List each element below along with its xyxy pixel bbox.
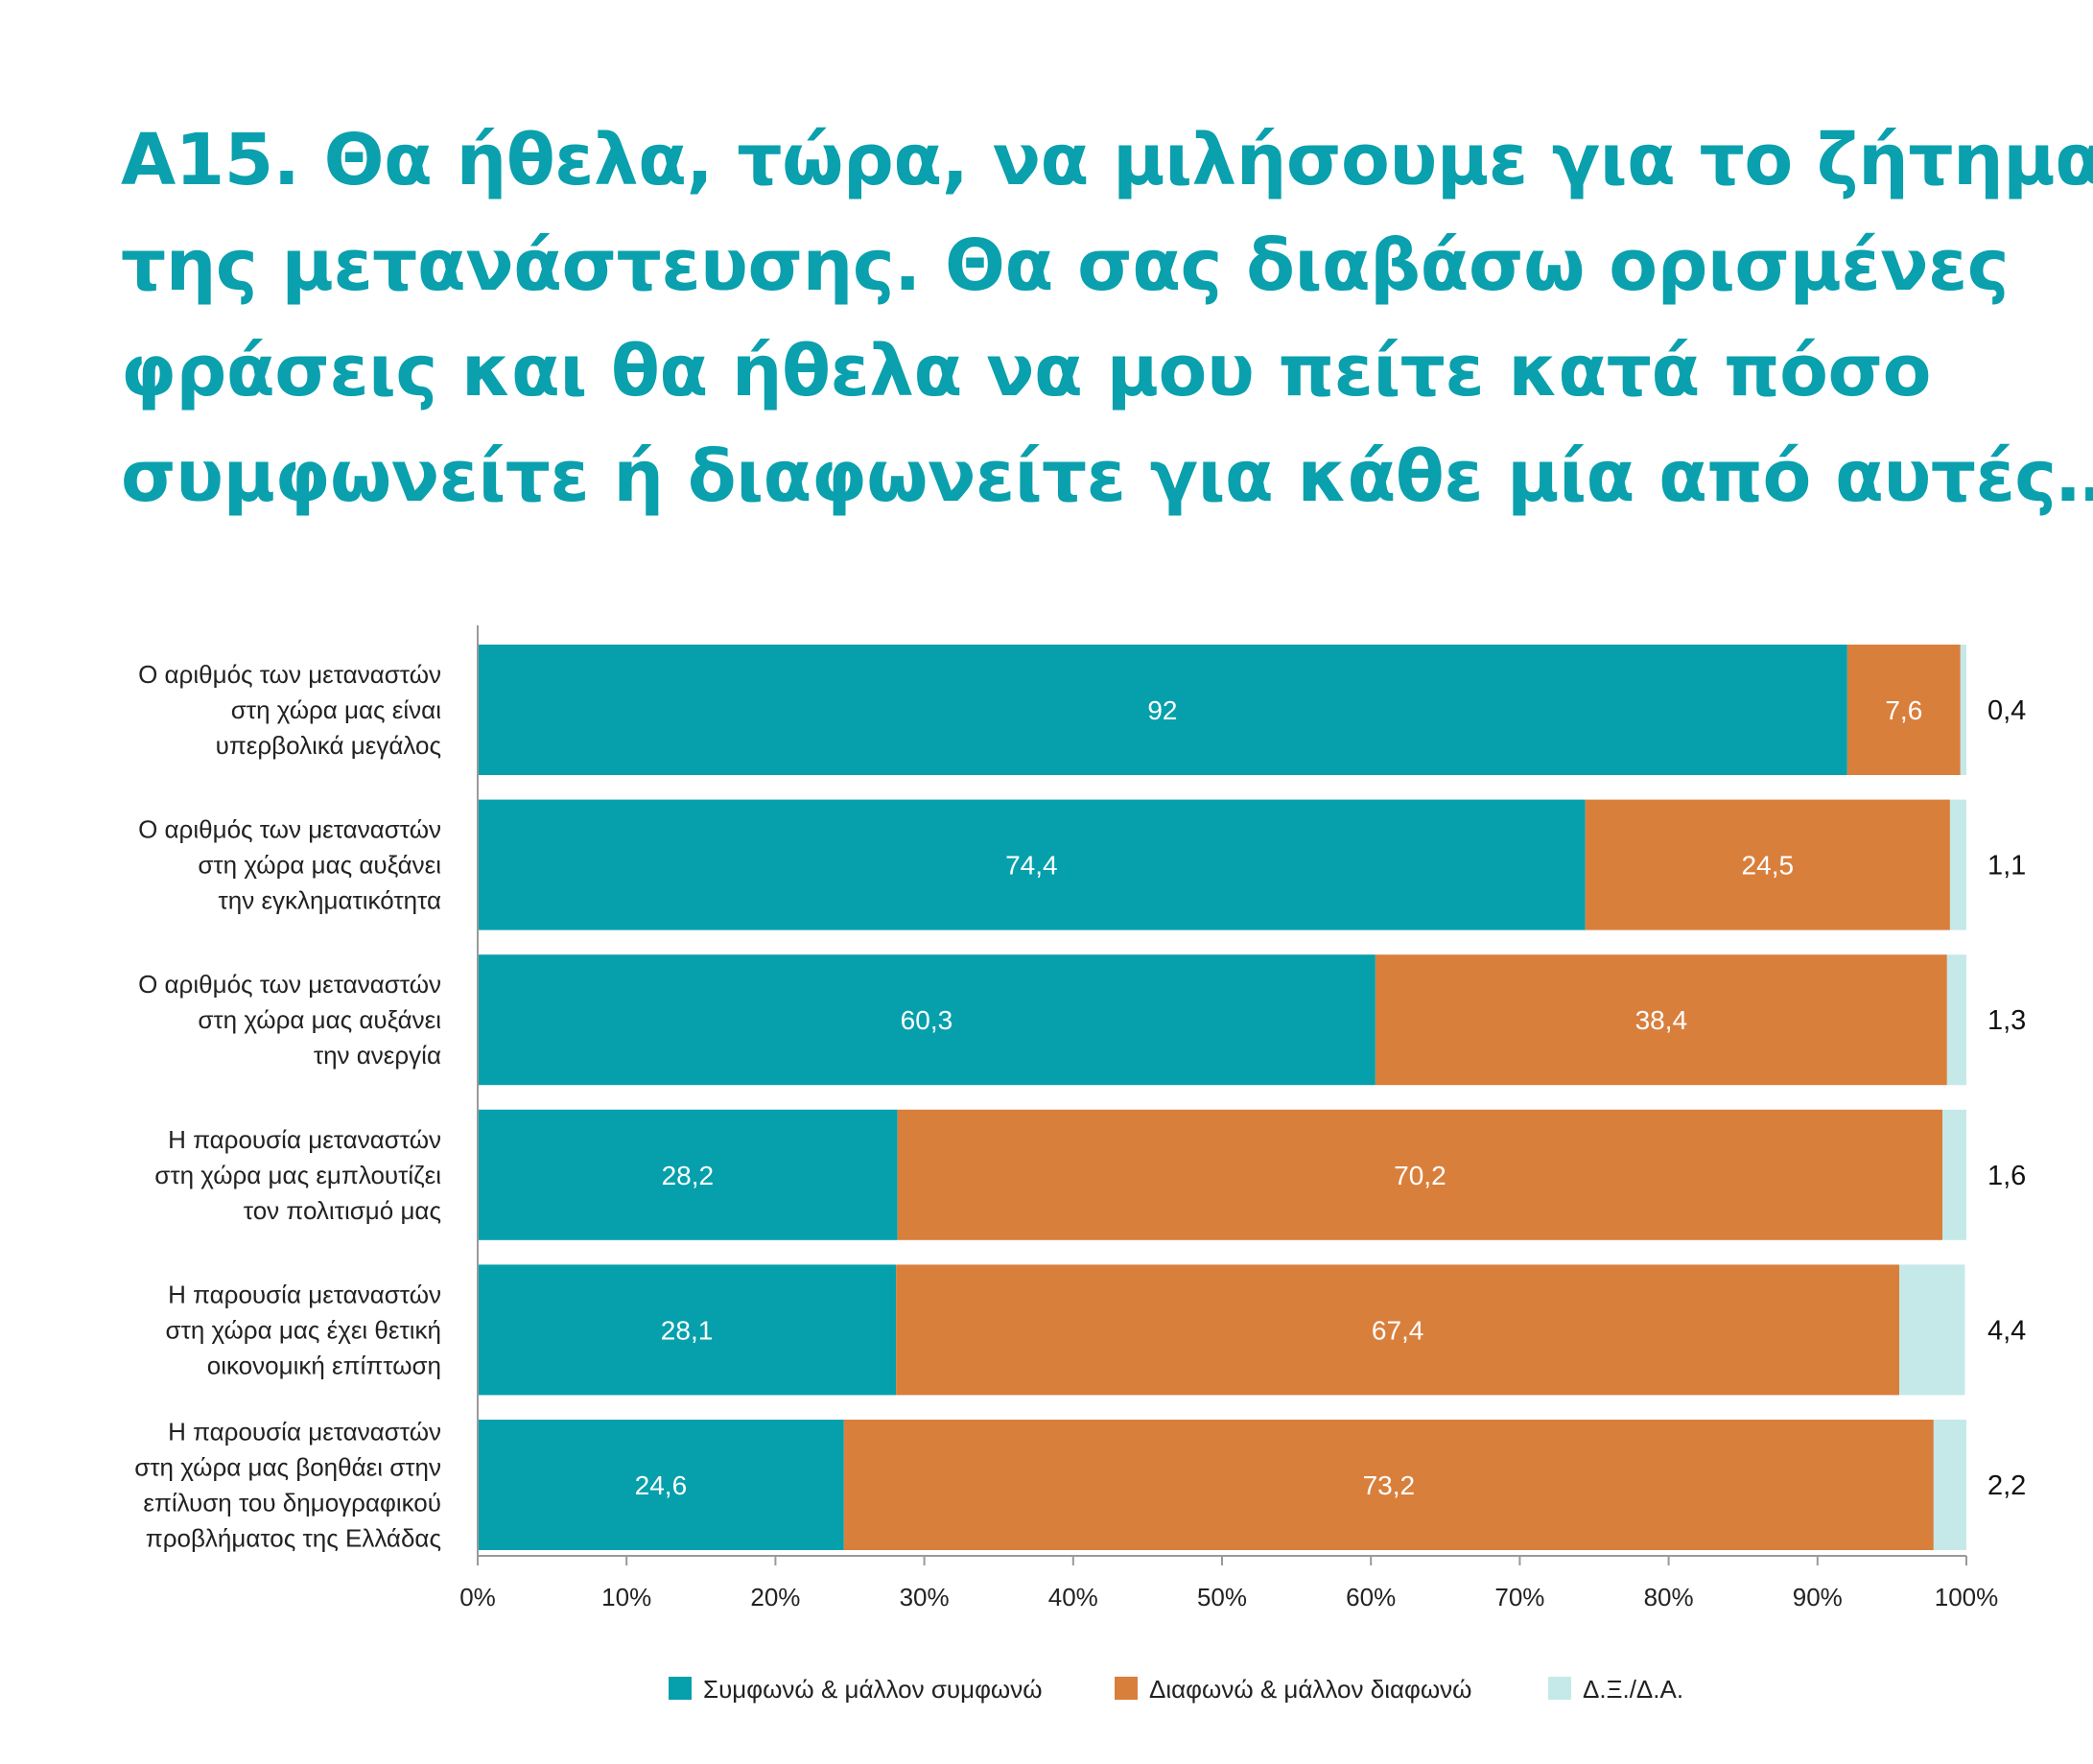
- legend-label: Συμφωνώ & μάλλον συμφωνώ: [703, 1675, 1043, 1704]
- x-tick-label: 50%: [1197, 1583, 1247, 1611]
- x-tick-label: 20%: [750, 1583, 800, 1611]
- category-label: Ο αριθμός των μεταναστών: [138, 815, 441, 844]
- data-label: 1,6: [1987, 1161, 2026, 1191]
- bar-segment: [478, 1109, 898, 1240]
- bar-segment: [1585, 799, 1950, 930]
- data-label: 74,4: [1005, 851, 1058, 881]
- category-label: υπερβολικά μεγάλος: [216, 731, 441, 760]
- category-label: την ανεργία: [314, 1041, 441, 1070]
- data-label: 0,4: [1987, 695, 2026, 726]
- category-labels: Ο αριθμός των μεταναστών στη χώρα μας είν…: [134, 660, 441, 1553]
- category-label: Η παρουσία μεταναστών: [168, 1125, 441, 1154]
- data-label: 28,2: [662, 1161, 715, 1190]
- category-label: στη χώρα μας εμπλουτίζει: [154, 1161, 441, 1189]
- bar-segment: [843, 1420, 1934, 1550]
- bar-segment: [478, 799, 1586, 930]
- data-label: 24,5: [1742, 851, 1795, 881]
- data-label: 38,4: [1635, 1005, 1688, 1035]
- bar-segment: [1942, 1109, 1966, 1240]
- x-tick-label: 0%: [459, 1583, 496, 1611]
- x-tick-label: 90%: [1793, 1583, 1843, 1611]
- bar-segment: [478, 1264, 897, 1396]
- chart-title: Α15. Θα ήθελα, τώρα, να μιλήσουμε για το…: [121, 107, 2093, 529]
- title-line: Α15. Θα ήθελα, τώρα, να μιλήσουμε για το…: [121, 119, 2093, 201]
- x-tick-label: 70%: [1494, 1583, 1544, 1611]
- x-tick-label: 80%: [1644, 1583, 1694, 1611]
- bar-segment: [1933, 1420, 1966, 1550]
- data-label: 92: [1147, 695, 1177, 725]
- bar-segment: [478, 954, 1376, 1086]
- legend-label: Δ.Ξ./Δ.Α.: [1583, 1675, 1683, 1704]
- legend-swatch: [1115, 1677, 1138, 1700]
- bar-segment: [1960, 645, 1966, 775]
- title-line: της μετανάστευσης. Θα σας διαβάσω ορισμέ…: [121, 224, 2010, 307]
- bar-segment: [1846, 645, 1961, 775]
- bar-segment: [478, 645, 1847, 775]
- x-tick-label: 60%: [1346, 1583, 1396, 1611]
- category-label: στη χώρα μας έχει θετική: [166, 1315, 441, 1344]
- bar-segment: [1375, 954, 1947, 1086]
- category-label: στη χώρα μας αυξάνει: [198, 1005, 441, 1034]
- category-label: Ο αριθμός των μεταναστών: [138, 660, 441, 689]
- category-label: Η παρουσία μεταναστών: [168, 1280, 441, 1308]
- bar-segment: [478, 1420, 844, 1550]
- bar-segment: [1949, 799, 1966, 930]
- category-label: την εγκληματικότητα: [218, 886, 441, 915]
- legend-label: Διαφωνώ & μάλλον διαφωνώ: [1149, 1675, 1471, 1704]
- legend-swatch: [669, 1677, 692, 1700]
- data-label: 4,4: [1987, 1315, 2026, 1346]
- data-label: 2,2: [1987, 1470, 2026, 1501]
- x-tick-label: 100%: [1935, 1583, 1999, 1611]
- data-label: 67,4: [1372, 1315, 1424, 1345]
- data-label: 28,1: [661, 1315, 714, 1345]
- data-label: 1,3: [1987, 1005, 2026, 1036]
- category-label: τον πολιτισμό μας: [244, 1196, 441, 1225]
- x-tick-label: 30%: [900, 1583, 950, 1611]
- title-line: συμφωνείτε ή διαφωνείτε για κάθε μία από…: [121, 435, 2093, 518]
- bar-segment: [1946, 954, 1966, 1086]
- bar-segment: [897, 1109, 1943, 1240]
- category-label: στη χώρα μας αυξάνει: [198, 851, 441, 880]
- data-label: 73,2: [1363, 1470, 1416, 1500]
- bar-segment: [1899, 1264, 1965, 1396]
- data-label: 7,6: [1885, 695, 1922, 725]
- legend-swatch: [1548, 1677, 1571, 1700]
- legend: Συμφωνώ & μάλλον συμφωνώ Διαφωνώ & μάλλον…: [669, 1675, 1683, 1704]
- category-label: Η παρουσία μεταναστών: [168, 1418, 441, 1446]
- category-label: Ο αριθμός των μεταναστών: [138, 970, 441, 999]
- axes: 0% 10% 20% 30% 40% 50% 60% 70% 80% 90% 100%: [459, 625, 1998, 1611]
- data-label: 60,3: [901, 1005, 953, 1035]
- data-label: 24,6: [635, 1470, 688, 1500]
- bars-layer: 92 7,6 0,4 74,4 24,5 1,1 60,3 38,4 1,3 28,2 70,2 1,…: [478, 645, 2026, 1550]
- category-label: στη χώρα μας βοηθάει στην: [134, 1453, 441, 1482]
- x-tick-label: 40%: [1048, 1583, 1098, 1611]
- category-label: προβλήματος της Ελλάδας: [146, 1524, 441, 1553]
- category-label: στη χώρα μας είναι: [231, 695, 441, 724]
- category-label: οικονομική επίπτωση: [207, 1351, 441, 1379]
- data-label: 1,1: [1987, 851, 2026, 882]
- x-tick-label: 10%: [601, 1583, 651, 1611]
- bar-segment: [896, 1264, 1900, 1396]
- category-label: επίλυση του δημογραφικού: [143, 1489, 441, 1517]
- title-line: φράσεις και θα ήθελα να μου πείτε κατά π…: [121, 330, 1931, 412]
- data-label: 70,2: [1394, 1161, 1446, 1190]
